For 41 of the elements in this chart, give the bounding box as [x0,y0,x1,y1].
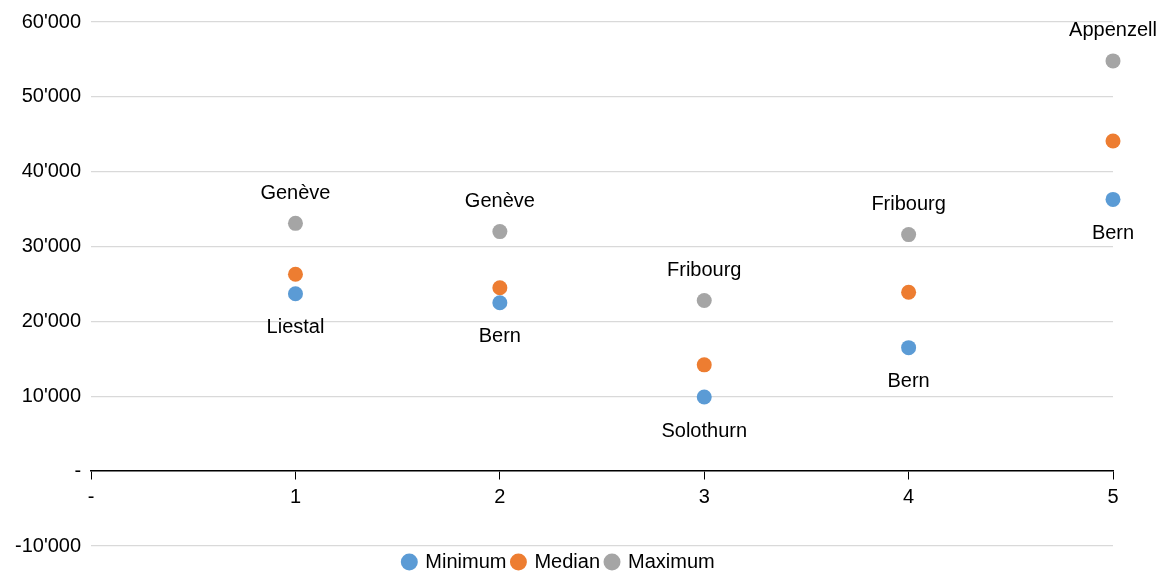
x-tick-label: 1 [289,484,302,507]
x-tick-label: 5 [1107,484,1119,507]
annotation: Genève [260,180,331,203]
annotation: Fribourg [667,257,742,280]
point [1105,191,1121,207]
legend-label: Median [534,549,601,572]
annotation: Bern [1091,220,1135,243]
annotation: Appenzell [1069,18,1157,41]
point [696,292,712,308]
annotation: Fribourg [871,192,946,215]
point [1105,53,1121,69]
point [287,266,303,282]
point [901,340,917,356]
y-tick-label: -10'000 [15,533,82,556]
y-tick-label: 30'000 [21,234,82,257]
annotation: Genève [464,189,535,212]
point [1105,133,1121,149]
point [901,227,917,243]
y-tick-label: 20'000 [21,308,82,331]
y-tick-label: 40'000 [21,159,82,182]
point [287,286,303,302]
point [492,295,508,311]
point [492,280,508,296]
y-tick-label: - [74,458,82,481]
point [696,389,712,405]
y-tick-label: 50'000 [21,84,82,107]
legend-label: Maximum [628,549,715,572]
point [287,215,303,231]
point [901,284,917,300]
point [696,357,712,373]
point [492,224,508,240]
x-tick-label: 2 [494,484,506,507]
x-tick-label: 4 [903,484,915,507]
y-tick-label: 10'000 [21,383,82,406]
annotation: Bern [887,369,930,392]
annotation: Solothurn [661,418,748,441]
annotation: Bern [478,324,521,347]
x-tick-label: 3 [698,484,710,507]
annotation: Liestal [266,315,325,338]
y-tick-label: 60'000 [21,9,82,32]
legend-label: Minimum [425,549,507,572]
